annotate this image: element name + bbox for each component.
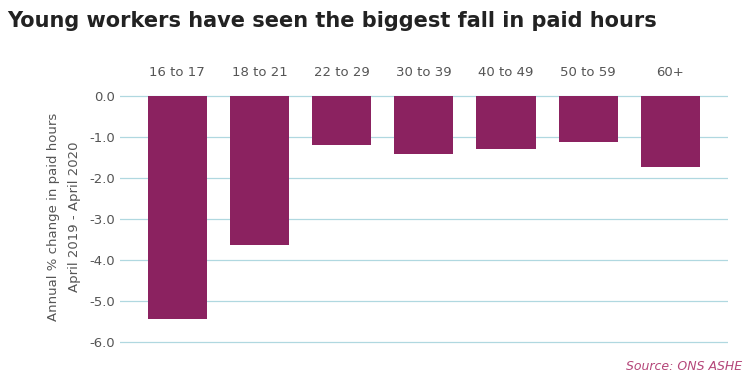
Bar (394, 96, 453, 154)
Text: Source: ONS ASHE: Source: ONS ASHE (626, 360, 742, 373)
Bar (559, 96, 618, 142)
Bar (476, 96, 536, 149)
Bar (312, 96, 371, 144)
Bar (230, 96, 289, 245)
Text: Young workers have seen the biggest fall in paid hours: Young workers have seen the biggest fall… (8, 11, 657, 31)
Bar (640, 96, 700, 167)
Y-axis label: Annual % change in paid hours
April 2019 - April 2020: Annual % change in paid hours April 2019… (47, 113, 81, 321)
Bar (148, 96, 207, 319)
